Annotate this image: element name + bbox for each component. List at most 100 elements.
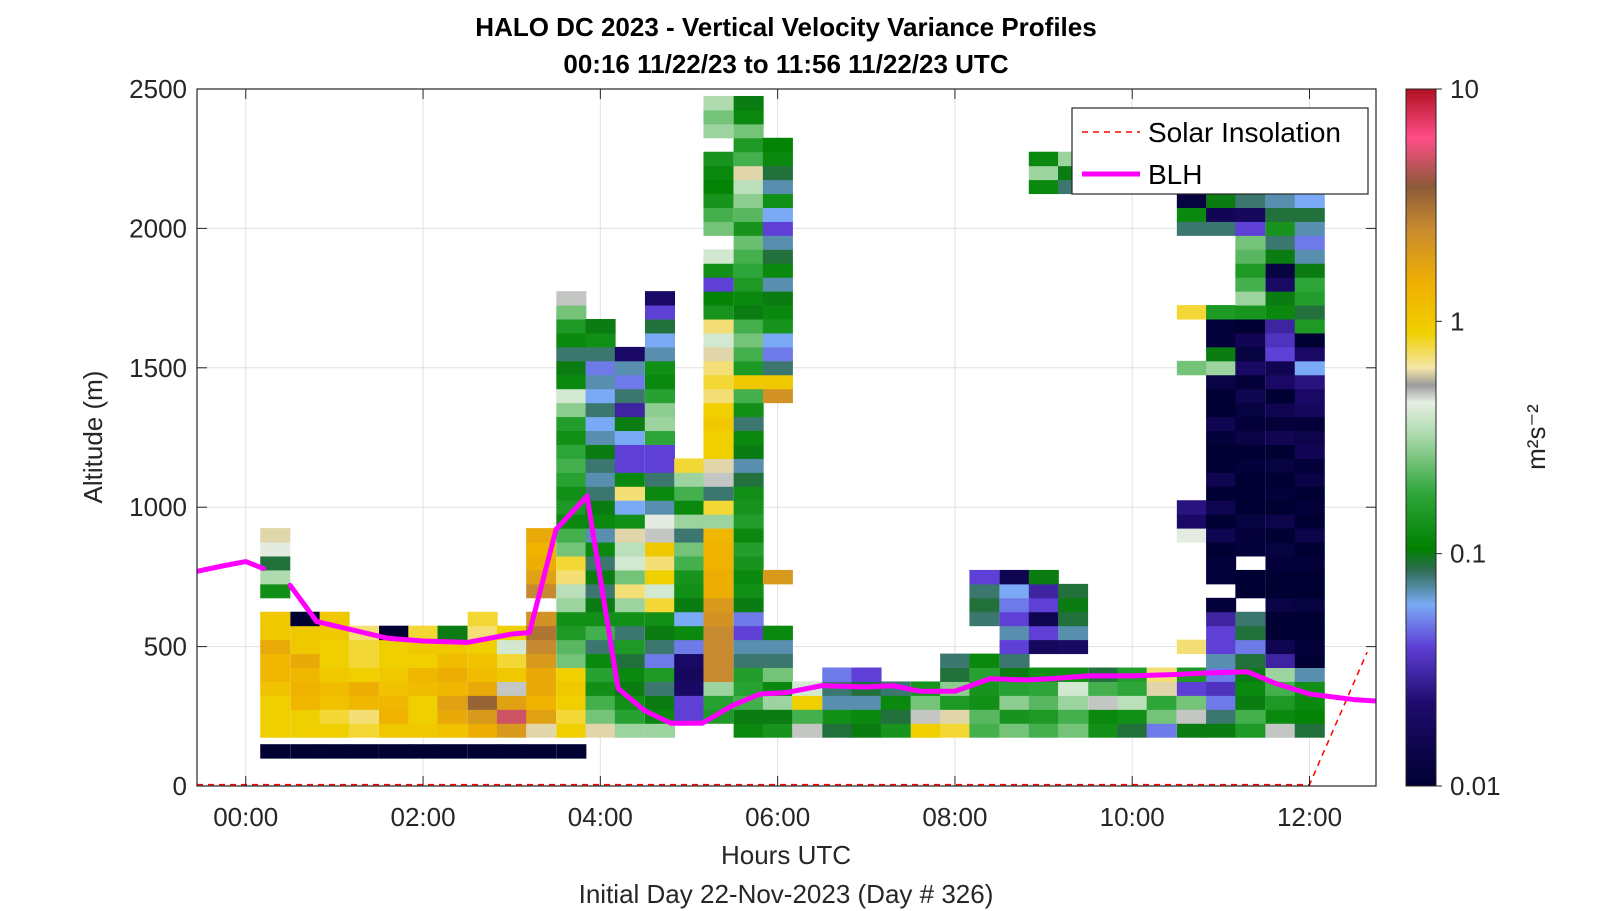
- variance-cell: [644, 402, 676, 418]
- variance-cell: [614, 514, 645, 529]
- variance-cell: [1206, 402, 1237, 418]
- variance-cell: [1058, 695, 1089, 710]
- variance-cell: [762, 639, 793, 655]
- variance-cell: [674, 681, 705, 696]
- variance-cell: [1294, 374, 1325, 390]
- variance-cell: [1235, 709, 1266, 724]
- variance-cell: [674, 500, 705, 515]
- variance-cell: [969, 569, 1000, 585]
- variance-cell: [556, 681, 587, 696]
- variance-cell: [822, 723, 853, 738]
- legend-box: [1071, 107, 1369, 195]
- variance-cell: [703, 360, 734, 376]
- variance-cell: [556, 653, 587, 669]
- legend-blh-label: BLH: [1148, 159, 1202, 190]
- variance-cell: [674, 555, 705, 571]
- variance-cell: [1294, 555, 1325, 571]
- variance-cell: [1235, 388, 1266, 404]
- variance-cell: [290, 667, 321, 682]
- variance-cell: [1235, 235, 1266, 250]
- variance-cell: [1206, 597, 1237, 613]
- variance-cell: [1265, 332, 1296, 348]
- variance-cell: [1235, 611, 1266, 627]
- variance-cell: [467, 653, 498, 669]
- variance-cell: [851, 723, 882, 738]
- variance-cell: [1176, 193, 1207, 208]
- variance-cell: [674, 653, 705, 669]
- variance-cell: [674, 597, 705, 613]
- variance-cell: [1058, 681, 1089, 696]
- variance-cell: [319, 709, 350, 724]
- variance-cell: [1206, 388, 1237, 404]
- variance-cell: [703, 695, 734, 710]
- variance-cell: [762, 360, 793, 376]
- variance-cell: [733, 179, 764, 195]
- variance-cell: [585, 346, 616, 362]
- legend: Solar Insolation BLH: [1071, 107, 1369, 195]
- variance-cell: [408, 709, 439, 724]
- variance-cell: [260, 667, 291, 682]
- variance-cell: [1265, 277, 1296, 292]
- variance-cell: [1265, 500, 1296, 515]
- variance-cell: [644, 291, 676, 306]
- variance-cell: [496, 723, 527, 738]
- variance-cell: [614, 597, 645, 613]
- variance-cell: [969, 597, 1000, 613]
- variance-cell: [556, 639, 587, 655]
- variance-cell: [496, 744, 527, 759]
- variance-cell: [585, 555, 616, 571]
- variance-cell: [614, 374, 645, 390]
- x-tick-label: 02:00: [391, 802, 456, 832]
- variance-cell: [614, 346, 645, 362]
- variance-cell: [1235, 360, 1266, 376]
- variance-cell: [999, 709, 1030, 724]
- variance-cell: [940, 723, 971, 738]
- variance-cell: [1294, 444, 1325, 459]
- variance-cell: [348, 695, 379, 710]
- variance-cell: [1235, 542, 1266, 557]
- variance-cell: [762, 193, 793, 208]
- variance-cell: [614, 569, 645, 585]
- variance-cell: [703, 486, 734, 501]
- variance-cell: [703, 151, 734, 167]
- variance-cell: [1294, 514, 1325, 529]
- variance-cell: [585, 402, 616, 418]
- x-tick-label: 00:00: [213, 802, 278, 832]
- variance-cell: [703, 291, 734, 306]
- variance-cell: [703, 569, 734, 585]
- variance-cell: [1235, 639, 1266, 655]
- variance-cell: [1176, 207, 1207, 222]
- variance-cell: [644, 374, 676, 390]
- variance-cell: [733, 277, 764, 292]
- footer-initial-day: Initial Day 22-Nov-2023 (Day # 326): [579, 879, 994, 909]
- variance-cell: [644, 555, 676, 571]
- variance-cell: [496, 667, 527, 682]
- variance-cell: [674, 514, 705, 529]
- variance-cell: [1294, 193, 1325, 208]
- variance-cell: [1235, 514, 1266, 529]
- x-tick-label: 10:00: [1100, 802, 1165, 832]
- variance-cell: [703, 221, 734, 236]
- variance-cell: [733, 639, 764, 655]
- variance-cell: [792, 695, 823, 710]
- variance-cell: [762, 207, 793, 222]
- variance-cell: [585, 388, 616, 404]
- variance-cell: [703, 625, 734, 641]
- variance-cell: [762, 137, 793, 153]
- variance-cell: [703, 305, 734, 320]
- variance-cell: [703, 165, 734, 181]
- variance-cell: [969, 583, 1000, 599]
- variance-cell: [733, 402, 764, 418]
- variance-cell: [1206, 681, 1237, 696]
- chart-subtitle: 00:16 11/22/23 to 11:56 11/22/23 UTC: [563, 49, 1008, 79]
- variance-cell: [556, 374, 587, 390]
- variance-cell: [1265, 486, 1296, 501]
- variance-cell: [614, 625, 645, 641]
- variance-cell: [644, 625, 676, 641]
- variance-cell: [1206, 500, 1237, 515]
- variance-cell: [1265, 583, 1296, 599]
- variance-cell: [644, 695, 676, 710]
- variance-cell: [1206, 653, 1237, 669]
- variance-cell: [1206, 360, 1237, 376]
- variance-cell: [260, 611, 291, 627]
